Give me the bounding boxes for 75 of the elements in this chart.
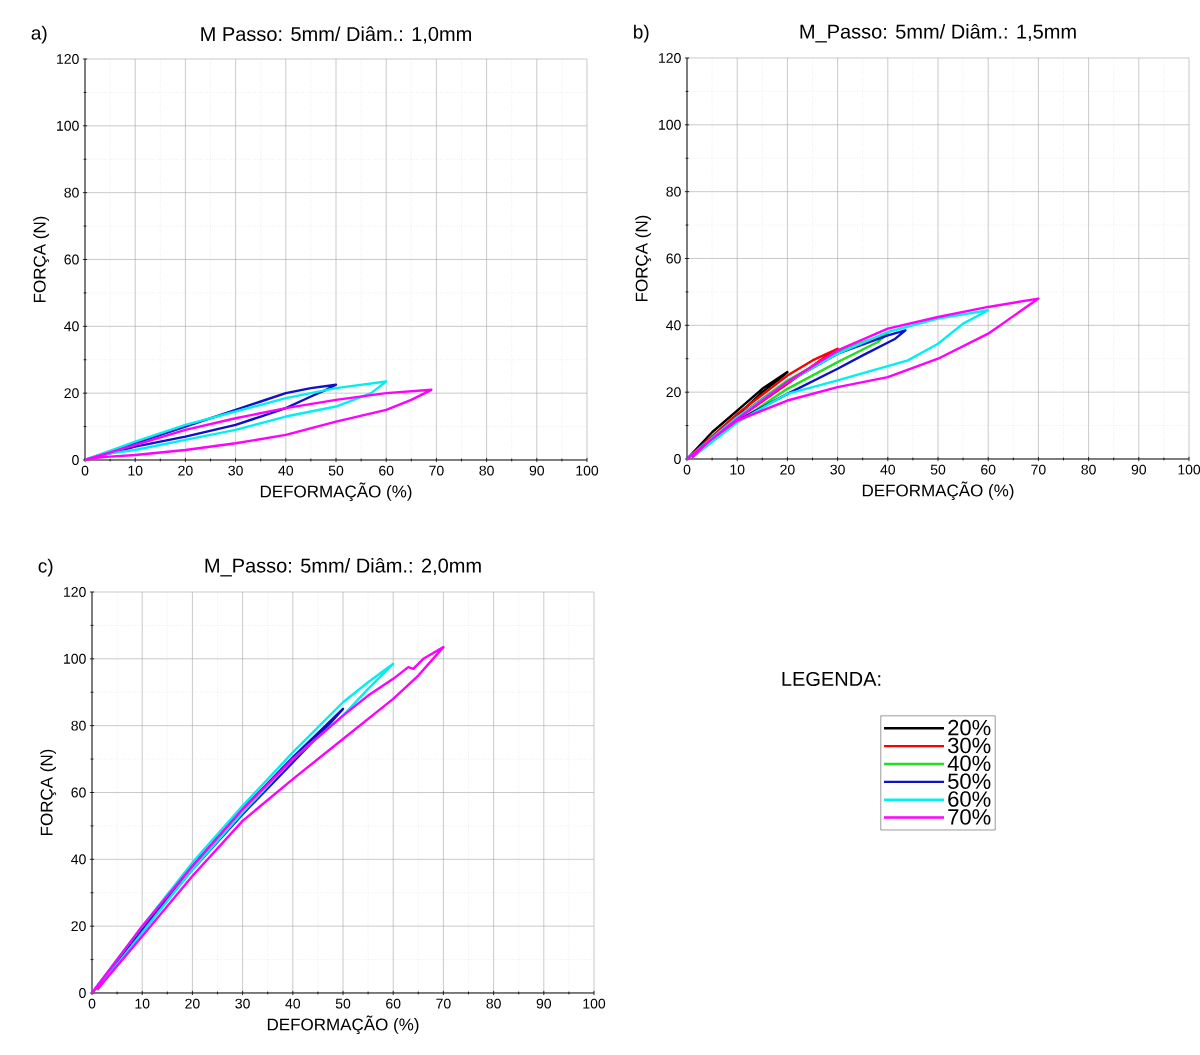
x-tick-label: 70: [1031, 464, 1046, 475]
legend-title: LEGENDA:: [782, 671, 881, 687]
x-tick-label: 90: [529, 465, 545, 476]
x-tick-label: 10: [135, 998, 150, 1009]
y-axis-title: FORÇA (N): [40, 749, 57, 835]
x-tick-label: 50: [335, 998, 351, 1009]
y-tick-label: 0: [72, 455, 79, 465]
legend-label: 40%: [947, 755, 991, 772]
y-tick-label: 20: [71, 921, 86, 932]
chart-title: M_Passo: 5mm/ Diâm.: 1,5mm: [800, 23, 1076, 43]
y-tick-label: 40: [666, 320, 681, 331]
x-tick-label: 0: [683, 464, 691, 475]
x-tick-label: 100: [1178, 464, 1200, 475]
x-tick-label: 90: [1131, 464, 1147, 475]
y-tick-label: 120: [57, 54, 79, 64]
y-tick-label: 60: [71, 787, 86, 798]
x-tick-label: 50: [930, 464, 946, 475]
y-tick-label: 60: [666, 253, 681, 264]
x-tick-label: 70: [436, 998, 451, 1009]
chart-title: M Passo: 5mm/ Diâm.: 1,0mm: [201, 26, 471, 44]
y-tick-label: 120: [659, 53, 681, 63]
y-tick-label: 80: [666, 186, 681, 197]
x-tick-label: 10: [128, 465, 143, 476]
x-tick-label: 50: [328, 465, 344, 476]
x-tick-label: 90: [536, 998, 552, 1009]
x-tick-label: 30: [235, 998, 250, 1009]
line-series: [90, 645, 445, 995]
x-tick-label: 20: [185, 998, 200, 1009]
legend-label: 60%: [948, 791, 991, 807]
x-tick-label: 80: [486, 998, 501, 1009]
x-tick-label: 0: [88, 998, 96, 1009]
y-axis-title: FORÇA (N): [635, 215, 652, 302]
x-tick-label: 70: [429, 465, 444, 476]
y-tick-label: 40: [71, 854, 86, 865]
y-tick-label: 100: [57, 120, 79, 131]
x-tick-label: 60: [981, 464, 996, 475]
x-tick-label: 60: [379, 465, 394, 476]
legend-label: 20%: [948, 719, 991, 736]
y-tick-label: 0: [674, 454, 681, 464]
y-tick-label: 20: [64, 388, 79, 399]
x-tick-label: 10: [730, 464, 745, 475]
x-axis-title: DEFORMAÇÃO (%): [260, 482, 412, 501]
x-tick-label: 100: [583, 998, 606, 1009]
line-series: [685, 297, 1040, 461]
legend-label: 50%: [948, 773, 991, 789]
legend-label: 30%: [948, 737, 991, 754]
x-tick-label: 30: [830, 464, 845, 475]
x-tick-label: 60: [386, 998, 401, 1009]
x-tick-label: 80: [479, 465, 494, 476]
x-tick-label: 20: [178, 465, 193, 476]
text: a): [31, 25, 47, 44]
y-tick-label: 100: [64, 653, 86, 664]
x-axis-title: DEFORMAÇÃO (%): [862, 481, 1014, 500]
line-series: [83, 388, 433, 462]
text: b): [634, 24, 649, 43]
y-tick-label: 20: [666, 387, 681, 398]
text: c): [38, 558, 53, 577]
x-tick-label: 100: [576, 465, 599, 476]
x-axis-title: DEFORMAÇÃO (%): [267, 1015, 419, 1034]
y-tick-label: 80: [71, 720, 86, 731]
x-tick-label: 40: [278, 465, 294, 476]
x-tick-label: 40: [880, 464, 896, 475]
x-tick-label: 80: [1081, 464, 1096, 475]
y-tick-label: 60: [64, 254, 79, 265]
x-tick-label: 20: [780, 464, 795, 475]
y-tick-label: 40: [64, 321, 79, 332]
x-tick-label: 40: [285, 998, 301, 1009]
y-tick-label: 120: [64, 587, 86, 597]
y-tick-label: 80: [64, 187, 79, 198]
y-tick-label: 100: [659, 119, 681, 130]
x-tick-label: 30: [228, 465, 243, 476]
y-tick-label: 0: [79, 988, 86, 998]
legend-label: 70%: [948, 809, 991, 825]
chart-title: M_Passo: 5mm/ Diâm.: 2,0mm: [205, 557, 481, 577]
y-axis-title: FORÇA (N): [33, 216, 50, 302]
